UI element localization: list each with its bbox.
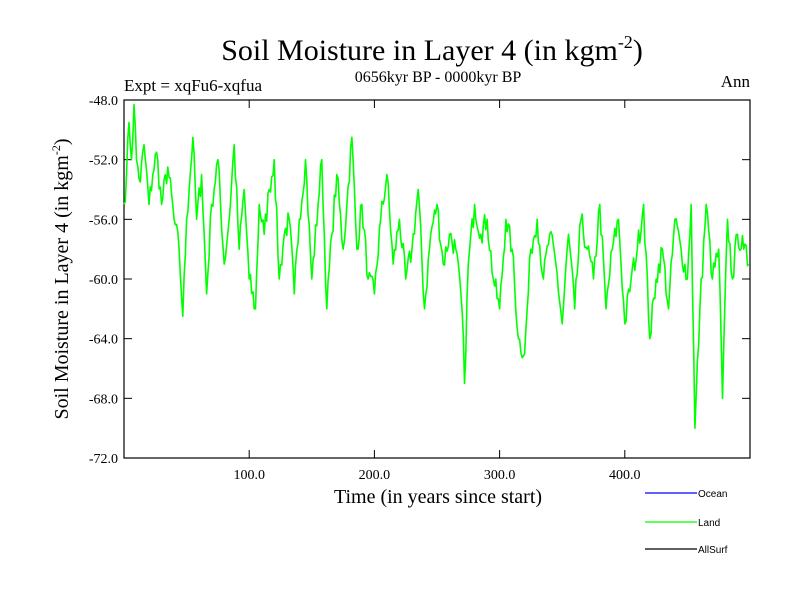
y-tick-label: -52.0 xyxy=(89,154,118,169)
chart-title-sup: -2 xyxy=(618,32,633,52)
series-group xyxy=(123,103,750,429)
x-axis: 100.0 200.0 300.0 400.0 xyxy=(233,100,641,483)
x-tick-label: 100.0 xyxy=(233,468,265,483)
y-axis-label-sup: -2 xyxy=(49,145,63,155)
chart-subtitle: 0656kyr BP - 0000kyr BP xyxy=(355,69,522,86)
x-tick-label: 300.0 xyxy=(484,468,516,483)
x-axis-label: Time (in years since start) xyxy=(334,486,542,508)
y-tick-label: -48.0 xyxy=(89,94,118,109)
legend-label-ocean: Ocean xyxy=(698,489,727,500)
y-axis-label-main: Soil Moisture in Layer 4 (in kgm xyxy=(51,155,73,420)
y-axis-label-close: ) xyxy=(51,138,73,145)
legend-label-land: Land xyxy=(698,518,720,529)
y-tick-label: -68.0 xyxy=(89,392,118,407)
chart-title-main: Soil Moisture in Layer 4 (in kgm xyxy=(221,34,618,67)
x-tick-label: 400.0 xyxy=(609,468,641,483)
chart-title-close: ) xyxy=(633,34,643,67)
season-label: Ann xyxy=(721,72,751,91)
y-axis-label: Soil Moisture in Layer 4 (in kgm-2) xyxy=(49,138,73,419)
series-line-land xyxy=(123,103,750,429)
legend-label-allsurf: AllSurf xyxy=(698,545,728,556)
y-tick-label: -72.0 xyxy=(89,452,118,467)
chart-title: Soil Moisture in Layer 4 (in kgm-2) xyxy=(221,32,643,67)
y-tick-label: -60.0 xyxy=(89,273,118,288)
x-tick-label: 200.0 xyxy=(359,468,391,483)
y-tick-label: -56.0 xyxy=(89,213,118,228)
y-axis: -48.0 -52.0 -56.0 -60.0 -64.0 -68.0 -72.0 xyxy=(89,94,750,467)
y-tick-label: -64.0 xyxy=(89,333,118,348)
expt-label: Expt = xqFu6-xqfua xyxy=(124,76,262,95)
legend: Ocean Land AllSurf xyxy=(645,489,728,556)
